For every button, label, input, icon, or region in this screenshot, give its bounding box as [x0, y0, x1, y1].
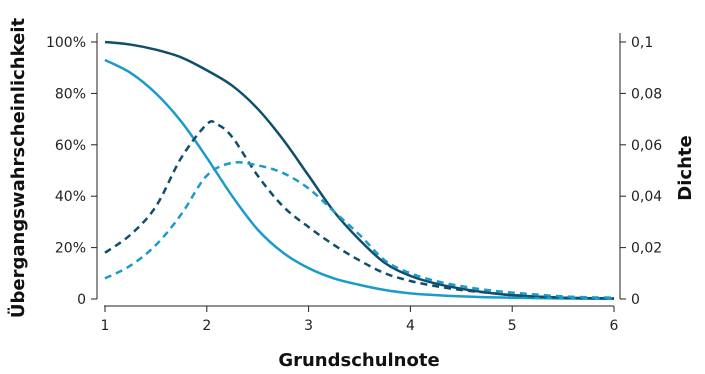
chart-ticks: 0 20% 40% 60% 80% 100% 0 0,02 0,04 0,06 0,08 0,1 1 2 3… [46, 35, 662, 334]
x-tick-label: 1 [101, 318, 110, 334]
x-tick-label: 6 [610, 318, 619, 334]
right-y-tick-label: 0,1 [631, 35, 653, 51]
series-line-4-dashed [104, 160, 615, 299]
x-tick-label: 4 [406, 318, 415, 334]
left-y-tick-label: 100% [46, 35, 86, 51]
right-y-axis-title: Dichte [675, 135, 696, 200]
x-axis-title: Grundschulnote [278, 350, 439, 371]
right-y-tick-label: 0,02 [631, 241, 662, 257]
left-y-tick-label: 60% [55, 138, 86, 154]
left-y-tick-label: 20% [55, 241, 86, 257]
right-y-tick-label: 0 [631, 292, 640, 308]
left-y-tick-label: 80% [55, 86, 86, 102]
series-line-3-dashed [104, 119, 615, 300]
right-y-tick-label: 0,08 [631, 86, 662, 102]
chart-series [104, 40, 615, 300]
series-line-2-solid [104, 58, 615, 300]
left-y-tick-label: 0 [77, 292, 86, 308]
right-y-tick-label: 0,06 [631, 138, 662, 154]
chart-axes [96, 33, 621, 307]
left-y-axis-title: Übergangswahrscheinlichkeit [7, 18, 29, 319]
x-tick-label: 5 [508, 318, 517, 334]
left-y-tick-label: 40% [55, 189, 86, 205]
x-tick-label: 3 [304, 318, 313, 334]
x-tick-label: 2 [202, 318, 211, 334]
right-y-tick-label: 0,04 [631, 189, 662, 205]
